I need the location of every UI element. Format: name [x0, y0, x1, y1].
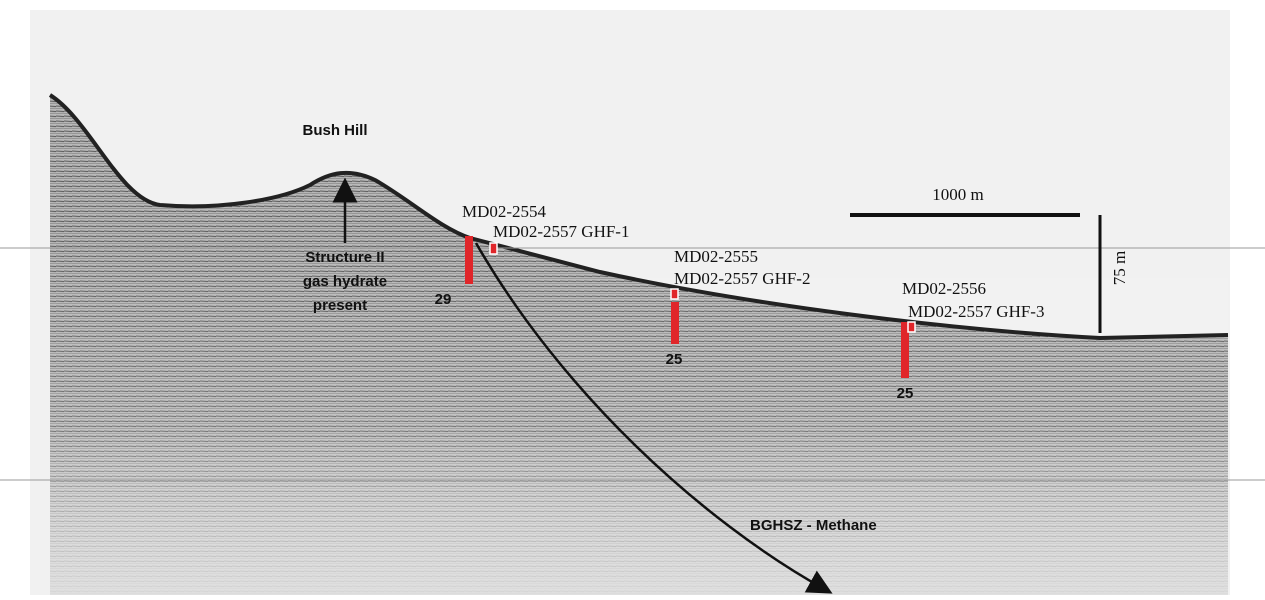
core-marker: [490, 243, 497, 254]
note-line: Structure II: [305, 249, 384, 266]
core-depth: 25: [666, 351, 683, 368]
sediment-fade: [50, 230, 1228, 595]
core-companion: MD02-2557 GHF-3: [908, 302, 1044, 321]
core-depth: 29: [435, 291, 452, 308]
core-name: MD02-2555: [674, 247, 758, 266]
core-marker: [671, 289, 678, 299]
core-bar: [465, 236, 473, 284]
core-companion: MD02-2557 GHF-2: [674, 269, 810, 288]
core-depth: 25: [897, 385, 914, 402]
reflector-label: BGHSZ - Methane: [750, 517, 877, 534]
note-line: gas hydrate: [303, 273, 387, 290]
core-companion: MD02-2557 GHF-1: [493, 222, 629, 241]
core-bar: [671, 302, 679, 344]
core-name: MD02-2556: [902, 279, 986, 298]
vertical-scale-label: 75 m: [1110, 251, 1129, 285]
core-name: MD02-2554: [462, 202, 547, 221]
scale-label: 1000 m: [932, 185, 983, 204]
seismic-figure: Bush Hill Structure II gas hydrate prese…: [0, 0, 1265, 600]
feature-label: Bush Hill: [302, 122, 367, 139]
core-marker: [908, 322, 915, 332]
note-line: present: [313, 297, 367, 314]
